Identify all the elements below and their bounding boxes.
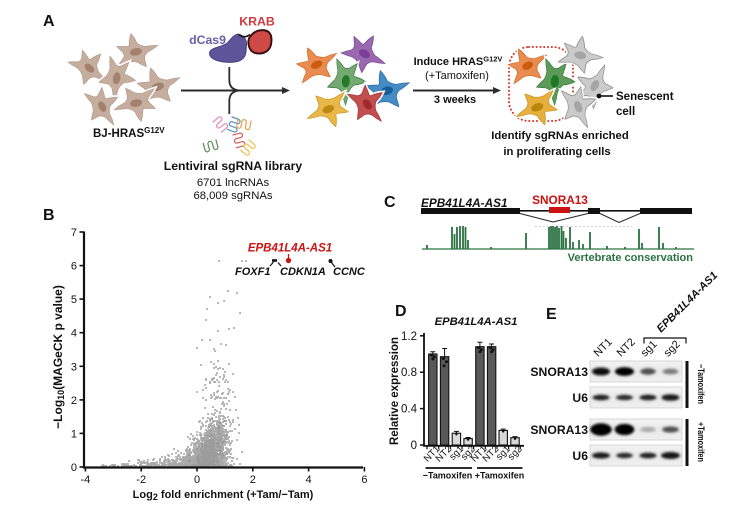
svg-text:SNORA13: SNORA13 bbox=[530, 423, 588, 437]
svg-text:0.8: 0.8 bbox=[401, 367, 417, 379]
svg-text:0: 0 bbox=[194, 474, 200, 486]
svg-text:Relative expression: Relative expression bbox=[389, 337, 401, 445]
svg-text:-4: -4 bbox=[81, 474, 91, 486]
svg-text:Lentiviral sgRNA library: Lentiviral sgRNA library bbox=[164, 159, 303, 173]
svg-text:Vertebrate conservation: Vertebrate conservation bbox=[568, 252, 694, 264]
svg-text:0.4: 0.4 bbox=[401, 404, 418, 416]
svg-text:68,009 sgRNAs: 68,009 sgRNAs bbox=[193, 190, 272, 202]
svg-text:2: 2 bbox=[71, 395, 77, 407]
svg-text:FOXF1: FOXF1 bbox=[235, 266, 270, 278]
svg-text:A: A bbox=[43, 13, 55, 30]
svg-text:6701 lncRNAs: 6701 lncRNAs bbox=[197, 177, 270, 189]
svg-text:3 weeks: 3 weeks bbox=[434, 94, 476, 106]
svg-text:dCas9: dCas9 bbox=[189, 33, 226, 47]
svg-text:Induce HRASG12V: Induce HRASG12V bbox=[414, 55, 503, 69]
svg-text:7: 7 bbox=[71, 227, 77, 239]
svg-text:Senescent: Senescent bbox=[616, 91, 674, 103]
svg-text:+Tamoxifen: +Tamoxifen bbox=[475, 471, 525, 482]
svg-text:EPB41L4A-AS1: EPB41L4A-AS1 bbox=[248, 243, 332, 255]
svg-text:0: 0 bbox=[411, 440, 417, 452]
svg-text:1: 1 bbox=[71, 428, 77, 440]
svg-text:in proliferating cells: in proliferating cells bbox=[503, 146, 610, 158]
svg-text:SNORA13: SNORA13 bbox=[532, 193, 588, 207]
svg-text:4: 4 bbox=[71, 328, 77, 340]
svg-text:D: D bbox=[395, 303, 407, 320]
svg-text:Identify sgRNAs enriched: Identify sgRNAs enriched bbox=[491, 130, 629, 142]
svg-text:−Tamoxifen: −Tamoxifen bbox=[423, 471, 473, 482]
svg-text:6: 6 bbox=[71, 261, 77, 273]
svg-text:−Log10(MAGeCK p value): −Log10(MAGeCK p value) bbox=[51, 285, 66, 429]
svg-text:B: B bbox=[43, 207, 55, 224]
svg-text:CCNC: CCNC bbox=[333, 266, 366, 278]
svg-text:EPB41L4A-AS1: EPB41L4A-AS1 bbox=[435, 316, 518, 328]
svg-text:CDKN1A: CDKN1A bbox=[280, 266, 326, 278]
svg-text:SNORA13: SNORA13 bbox=[530, 365, 588, 379]
svg-text:E: E bbox=[546, 306, 557, 323]
svg-text:U6: U6 bbox=[572, 449, 588, 463]
svg-text:4: 4 bbox=[306, 474, 312, 486]
svg-text:+Tamoxifen: +Tamoxifen bbox=[695, 422, 706, 462]
svg-text:-2: -2 bbox=[136, 474, 146, 486]
svg-text:5: 5 bbox=[71, 294, 77, 306]
svg-text:cell: cell bbox=[616, 106, 635, 118]
svg-text:3: 3 bbox=[71, 361, 77, 373]
svg-text:0: 0 bbox=[71, 462, 77, 474]
svg-text:2: 2 bbox=[250, 474, 256, 486]
svg-text:(+Tamoxifen): (+Tamoxifen) bbox=[425, 70, 489, 82]
svg-text:6: 6 bbox=[361, 474, 367, 486]
svg-text:U6: U6 bbox=[572, 391, 588, 405]
svg-text:Log2 fold enrichment (+Tam/−Ta: Log2 fold enrichment (+Tam/−Tam) bbox=[133, 489, 314, 502]
svg-text:KRAB: KRAB bbox=[239, 15, 275, 29]
svg-text:−Tamoxifen: −Tamoxifen bbox=[695, 364, 706, 404]
svg-text:EPB41L4A-AS1: EPB41L4A-AS1 bbox=[421, 196, 508, 210]
svg-text:C: C bbox=[384, 194, 396, 211]
svg-text:1.2: 1.2 bbox=[401, 331, 417, 343]
